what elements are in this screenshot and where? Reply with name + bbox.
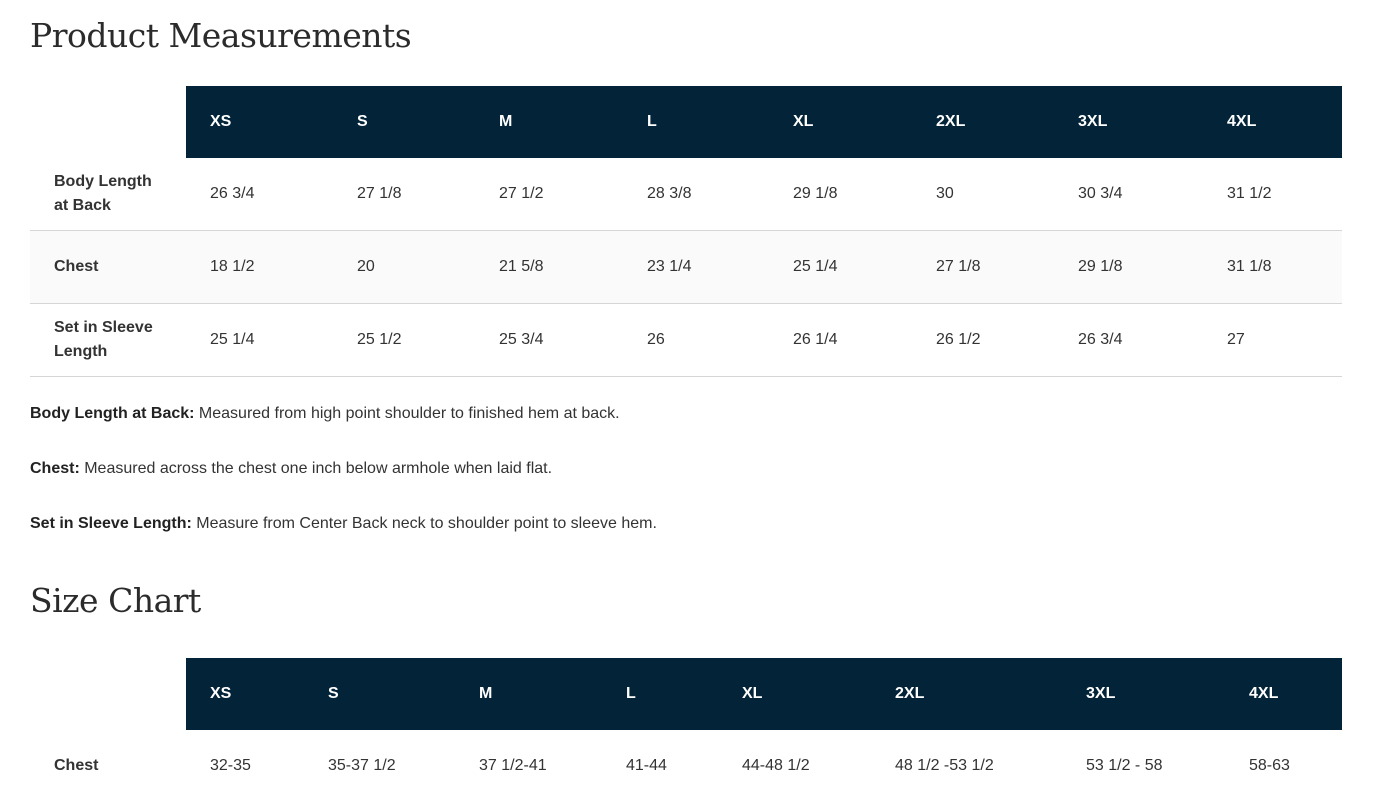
size-chart-title: Size Chart [30, 581, 201, 620]
table-cell: 28 3/8 [623, 158, 769, 231]
table-cell: 31 1/8 [1203, 230, 1342, 304]
table-header-row: XS S M L XL 2XL 3XL 4XL [30, 658, 1342, 730]
note-text: Measured from high point shoulder to fin… [194, 405, 620, 422]
table-cell: 25 1/4 [769, 230, 912, 304]
size-header-s: S [333, 86, 475, 158]
size-header-2xl: 2XL [871, 658, 1062, 730]
table-cell: 44-48 1/2 [742, 757, 810, 774]
table-cell: 23 1/4 [623, 230, 769, 304]
measurement-note: Chest: Measured across the chest one inc… [30, 458, 1342, 480]
table-cell: 31 1/2 [1203, 158, 1342, 231]
table-cell: 25 1/4 [186, 303, 333, 377]
table-row: Body Length at Back 26 3/4 27 1/8 27 1/2 28 … [30, 158, 1342, 231]
size-header-3xl: 3XL [1062, 658, 1225, 730]
table-cell: 29 1/8 [1054, 230, 1203, 304]
table-cell: 27 1/8 [912, 230, 1054, 304]
size-header-l: L [602, 658, 718, 730]
table-cell: 26 1/2 [912, 303, 1054, 377]
size-header-xs: XS [186, 658, 304, 730]
table-cell: 48 1/2 -53 1/2 [895, 757, 994, 774]
table-cell: 30 [912, 158, 1054, 231]
size-header-s: S [304, 658, 455, 730]
table-cell: 27 1/8 [333, 158, 475, 231]
size-chart-table: XS S M L XL 2XL 3XL 4XL Chest 32-35 35-37 1/2 37 1… [30, 658, 1342, 802]
table-cell: 26 3/4 [186, 158, 333, 231]
row-label: Set in Sleeve Length [30, 303, 186, 377]
header-blank-cell [30, 658, 186, 730]
size-header-4xl: 4XL [1225, 658, 1342, 730]
row-label: Chest [30, 230, 186, 304]
size-header-4xl: 4XL [1203, 86, 1342, 158]
note-text: Measured across the chest one inch below… [79, 460, 553, 477]
size-header-xs: XS [186, 86, 333, 158]
note-text: Measure from Center Back neck to shoulde… [191, 515, 657, 532]
measurement-note: Set in Sleeve Length: Measure from Cente… [30, 513, 1342, 535]
header-blank-cell [30, 86, 186, 158]
table-cell: 21 5/8 [475, 230, 623, 304]
table-cell: 26 1/4 [769, 303, 912, 377]
row-label: Chest [54, 757, 99, 774]
size-header-3xl: 3XL [1054, 86, 1203, 158]
table-cell: 25 1/2 [333, 303, 475, 377]
table-cell: 41-44 [626, 757, 667, 774]
size-header-xl: XL [769, 86, 912, 158]
table-cell: 27 1/2 [475, 158, 623, 231]
measurement-note: Body Length at Back: Measured from high … [30, 403, 1342, 425]
table-row: Chest 32-35 35-37 1/2 37 1/2-41 41-44 44-48 1… [30, 730, 1342, 802]
table-cell: 26 3/4 [1054, 303, 1203, 377]
table-cell: 29 1/8 [769, 158, 912, 231]
note-term: Chest: [30, 460, 80, 477]
table-cell: 35-37 1/2 [328, 757, 396, 774]
measurement-notes: Body Length at Back: Measured from high … [30, 403, 1342, 535]
table-cell: 58-63 [1249, 757, 1290, 774]
size-header-l: L [623, 86, 769, 158]
product-measurements-table: XS S M L XL 2XL 3XL 4XL Body Length at Back 26 3… [30, 86, 1342, 377]
table-cell: 18 1/2 [186, 230, 333, 304]
size-header-2xl: 2XL [912, 86, 1054, 158]
table-cell: 25 3/4 [475, 303, 623, 377]
size-header-m: M [475, 86, 623, 158]
table-cell: 27 [1203, 303, 1342, 377]
note-term: Body Length at Back: [30, 405, 195, 422]
table-cell: 32-35 [210, 757, 251, 774]
size-header-xl: XL [718, 658, 871, 730]
row-label: Body Length at Back [30, 158, 186, 231]
table-header-row: XS S M L XL 2XL 3XL 4XL [30, 86, 1342, 158]
product-measurements-title: Product Measurements [30, 16, 412, 55]
note-term: Set in Sleeve Length: [30, 515, 192, 532]
table-row: Set in Sleeve Length 25 1/4 25 1/2 25 3/4 26… [30, 303, 1342, 377]
table-row: Chest 18 1/2 20 21 5/8 23 1/4 25 1/4 27 1/8 29 … [30, 230, 1342, 304]
table-cell: 20 [333, 230, 475, 304]
table-cell: 53 1/2 - 58 [1086, 757, 1163, 774]
size-header-m: M [455, 658, 602, 730]
table-cell: 37 1/2-41 [479, 757, 547, 774]
table-cell: 30 3/4 [1054, 158, 1203, 231]
table-cell: 26 [623, 303, 769, 377]
